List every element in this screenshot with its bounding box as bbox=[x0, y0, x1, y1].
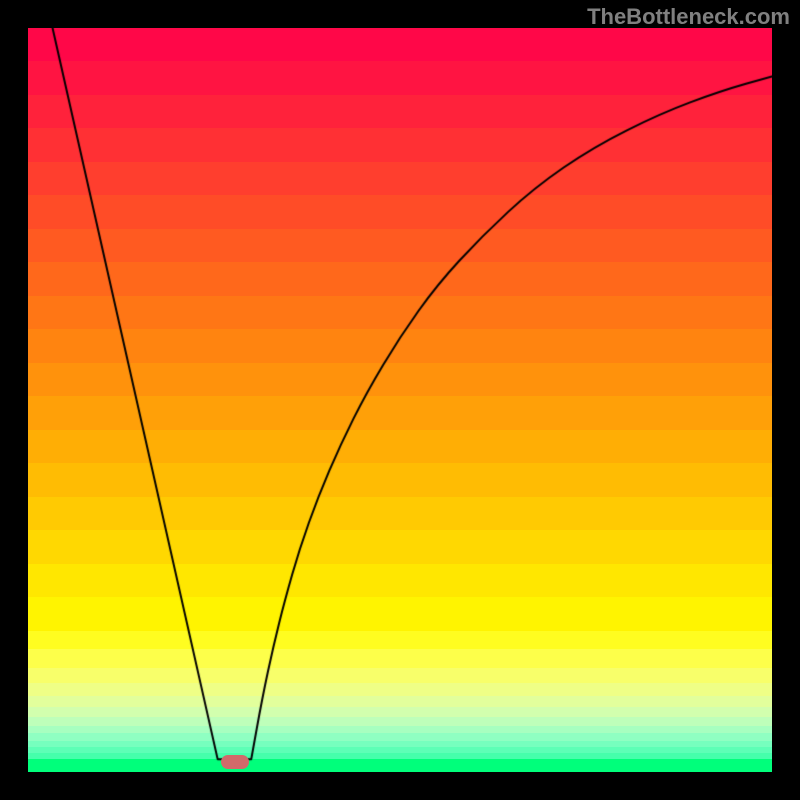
watermark-label: TheBottleneck.com bbox=[587, 4, 790, 30]
curve-canvas bbox=[28, 28, 772, 772]
plot-area bbox=[28, 28, 772, 772]
chart-container: TheBottleneck.com bbox=[0, 0, 800, 800]
minimum-marker bbox=[221, 755, 249, 769]
